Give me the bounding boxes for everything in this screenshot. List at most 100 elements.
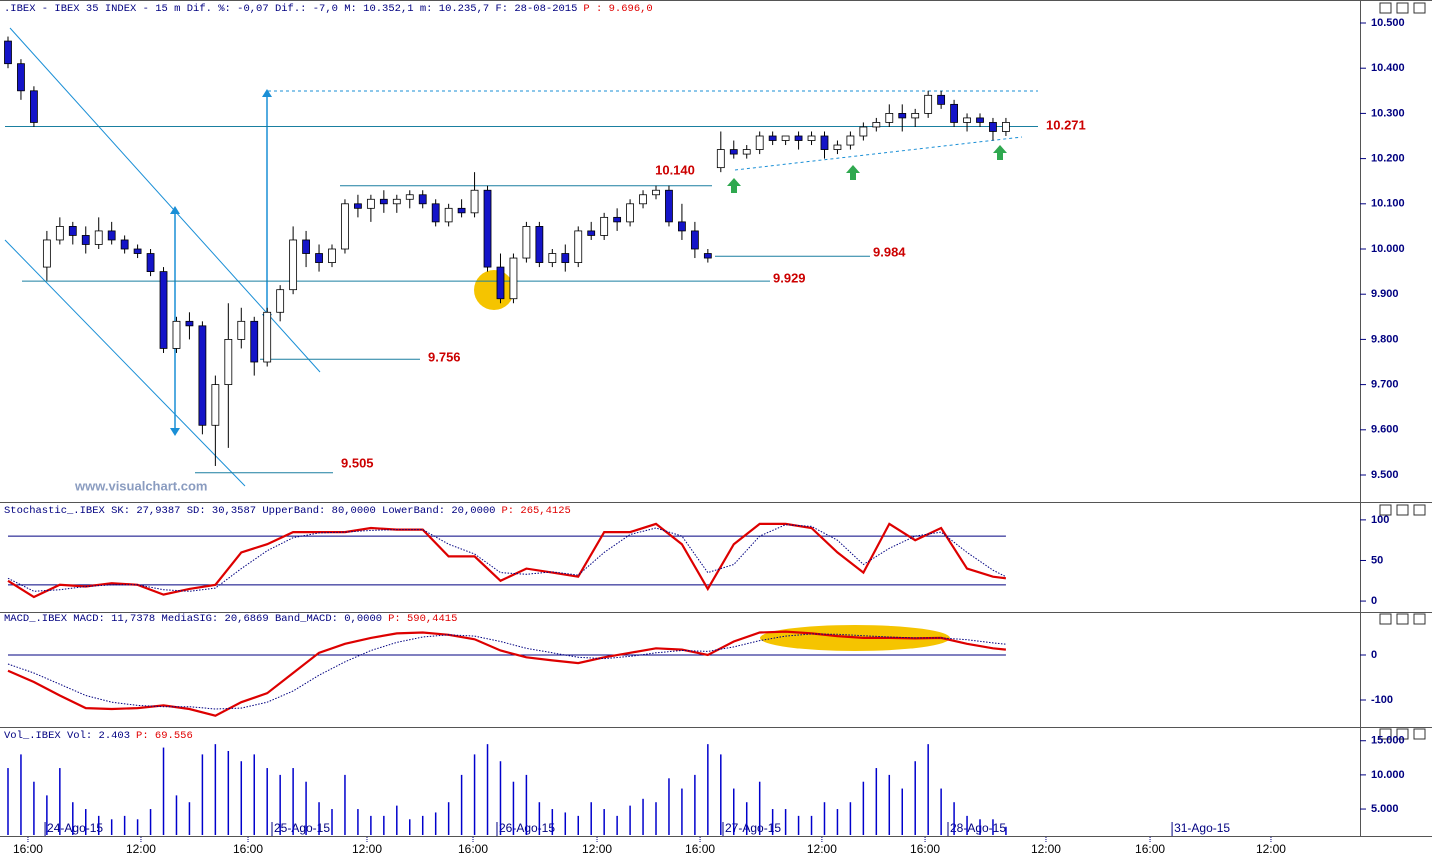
candle-body [833,144,842,150]
y-tick-label: 9.800 [1371,333,1399,345]
candle-body [457,207,466,214]
y-tick-label: 0 [1371,595,1377,607]
candle-body [328,248,336,263]
y-tick-label: 0 [1371,649,1377,661]
y-tick-label: 10.000 [1371,769,1405,781]
candle-body [859,126,868,137]
header-text: Stochastic_.IBEX SK: 27,9387 SD: 30,3587… [4,505,495,517]
candle-body [716,149,725,169]
y-tick-label: 9.900 [1371,288,1399,300]
candle-body [522,226,531,259]
level-label: 10.140 [655,162,695,177]
y-tick-label: 9.700 [1371,379,1399,391]
x-tick-label: 12:00 [126,842,156,856]
stoch-header: Stochastic_.IBEX SK: 27,9387 SD: 30,3587… [4,505,571,517]
header-p: P: 265,4125 [501,505,570,517]
candle-body [781,135,790,141]
candle-body [185,320,194,327]
candle-body [354,203,362,209]
x-tick-label: 12:00 [582,842,612,856]
candle-body [107,230,116,241]
candle-body [820,135,829,150]
candle-body [379,198,388,205]
candle-body [639,194,647,205]
candle-body [976,117,984,123]
candle-body [678,221,686,232]
candle-body [807,135,816,141]
candle-body [172,320,181,349]
candle-body [366,198,375,209]
date-label: 24-Ago-15 [47,821,103,835]
candle-body [768,135,777,141]
window-buttons[interactable] [1379,2,1426,740]
watermark: www.visualchart.com [74,478,207,493]
candle-body [470,189,479,214]
y-tick-label: 9.500 [1371,469,1399,481]
y-tick-label: 10.500 [1371,17,1405,29]
x-tick-label: 16:00 [233,842,263,856]
candle-body [742,149,751,155]
header-text: MACD_.IBEX MACD: 11,7378 MediaSIG: 20,68… [4,613,382,625]
candle-body [431,203,440,223]
level-label: 9.505 [341,455,374,470]
candle-body [561,253,570,263]
candle-body [755,135,764,150]
x-tick-label: 12:00 [1031,842,1061,856]
candle-body [133,248,142,254]
candle-body [302,239,310,254]
x-tick-label: 16:00 [13,842,43,856]
candle-body [898,113,907,119]
header-p: P : 9.696,0 [583,3,652,15]
main-header: .IBEX - IBEX 35 INDEX - 15 m Dif. %: -0,… [4,3,653,15]
candle-body [872,122,881,128]
candle-body [4,40,12,65]
plot: 9.500 9.600 9.700 9.800 9.900 10.000 10.100 10.… [4,17,1405,856]
x-tick-label: 12:00 [1256,842,1286,856]
candle-body [613,216,622,223]
candle-body [548,253,557,263]
y-tick-label: 50 [1371,554,1383,566]
candle-body [963,117,971,123]
candle-body [289,239,298,291]
candle-body [794,135,803,141]
candle-body [120,239,129,250]
candle-body [392,198,401,205]
y-tick-label: 10.000 [1371,243,1405,255]
candle-body [250,320,259,363]
y-tick-label: 10.400 [1371,62,1405,74]
candle-body [341,203,349,250]
candle-body [55,226,64,241]
indicator-line [7,524,1007,592]
candle-body [68,226,77,236]
level-label: 9.984 [873,244,906,259]
level-label: 10.271 [1046,117,1086,132]
x-tick-label: 12:00 [807,842,837,856]
candle-body [600,216,609,236]
header-text: Vol_.IBEX Vol: 2.403 [4,730,130,742]
candle-body [211,384,220,426]
candle-body [146,253,155,273]
candle-body [237,320,246,340]
y-tick-label: 5.000 [1371,803,1399,815]
candle-body [483,189,492,268]
candle-body [509,257,518,300]
candle-body [911,113,920,119]
date-label: 25-Ago-15 [274,821,330,835]
candle-body [924,94,933,114]
x-tick-label: 16:00 [910,842,940,856]
macd-header: MACD_.IBEX MACD: 11,7378 MediaSIG: 20,68… [4,613,457,625]
candle-body [937,94,946,105]
candle-body [30,90,38,123]
candle-body [405,194,414,200]
candle-body [418,194,427,205]
y-tick-label: -100 [1371,694,1393,706]
date-label: 26-Ago-15 [499,821,555,835]
date-label: 28-Ago-15 [950,821,1006,835]
candle-body [1002,122,1010,132]
candle-body [81,235,90,245]
candle-body [263,311,272,363]
indicator-line [7,633,1006,710]
x-tick-label: 16:00 [458,842,488,856]
